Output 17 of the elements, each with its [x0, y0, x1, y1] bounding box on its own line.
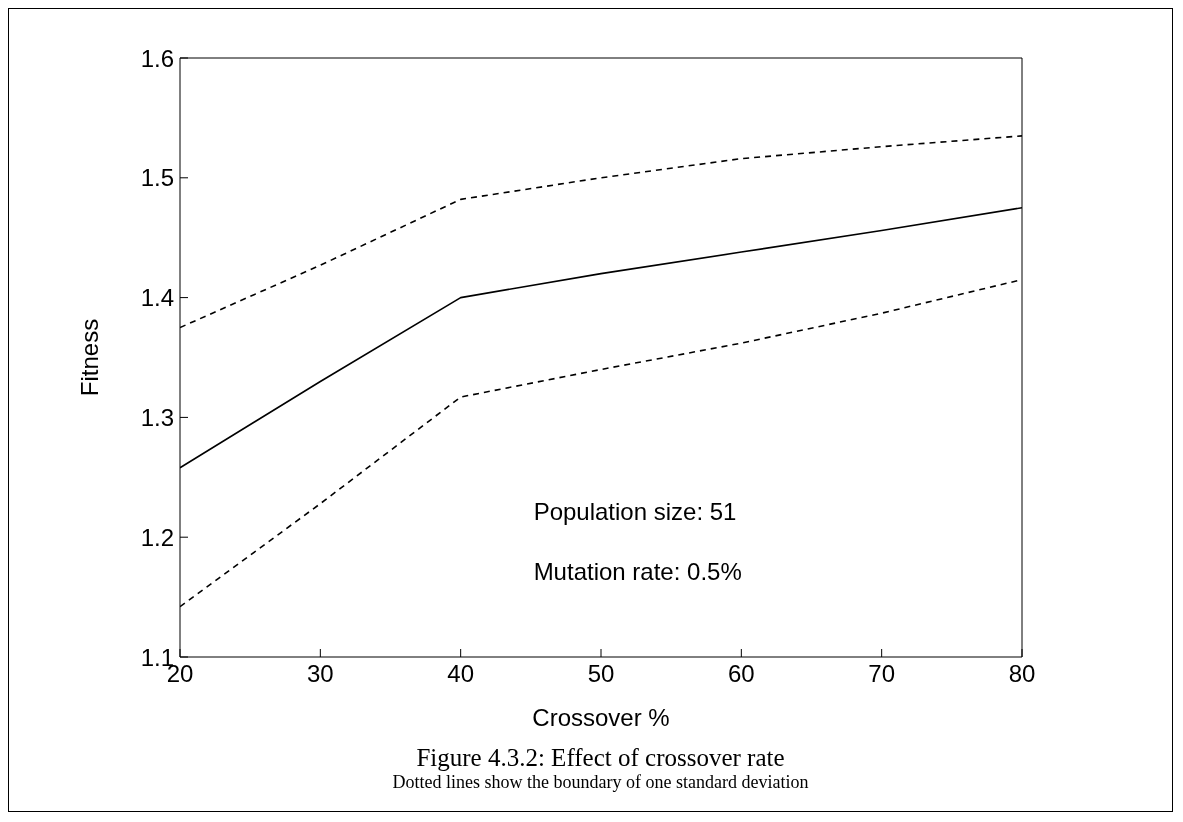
annotation: Population size: 51 — [533, 497, 737, 526]
y-tick-label: 1.5 — [140, 164, 174, 192]
x-tick-label: 70 — [868, 660, 896, 688]
y-tick-label: 1.6 — [140, 44, 174, 72]
x-axis-title: Crossover % — [532, 704, 670, 731]
x-tick-label: 40 — [447, 660, 475, 688]
y-tick-label: 1.3 — [140, 403, 174, 431]
x-tick-label: 30 — [306, 660, 334, 688]
text: Figure 4.3.2: Effect of crossover rate — [415, 744, 786, 772]
text: Dotted lines show the boundary of one standard deviation — [391, 772, 810, 793]
x-tick-label: 80 — [1008, 660, 1036, 688]
y-tick-label: 1.2 — [140, 523, 174, 551]
y-tick-label: 1.4 — [140, 284, 174, 312]
x-tick-label: 60 — [727, 660, 755, 688]
annotation: Mutation rate: 0.5% — [533, 557, 742, 586]
x-tick-label: 50 — [587, 660, 615, 688]
y-axis-title: Fitness — [75, 318, 103, 397]
